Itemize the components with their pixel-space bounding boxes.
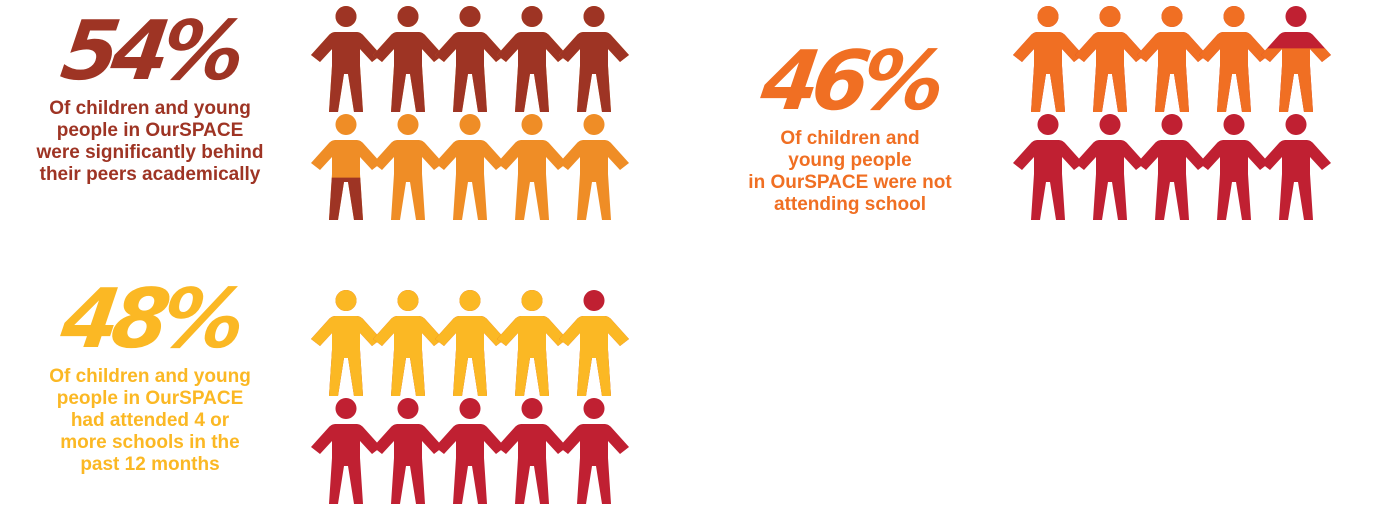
caption-line: people in OurSPACE	[56, 388, 244, 409]
person-icon	[559, 398, 629, 504]
person-icon-fill	[1199, 6, 1269, 112]
person-icon	[1199, 6, 1269, 112]
person-icon	[1075, 114, 1145, 220]
person-icon-fill	[1137, 6, 1207, 112]
caption-line: Of children and	[780, 128, 920, 149]
person-icon-fill	[1261, 48, 1331, 112]
person-icon-base	[497, 114, 567, 220]
caption-line: their peers academically	[39, 164, 261, 185]
person-icon	[373, 398, 443, 504]
person-icon	[1261, 114, 1331, 220]
stat-caption: Of children and young people in OurSPACE…	[0, 366, 300, 476]
person-icon-base	[373, 398, 443, 504]
person-icon-base	[1013, 114, 1083, 220]
person-icon	[435, 114, 505, 220]
person-icon	[497, 290, 567, 396]
person-icon	[1013, 6, 1083, 112]
stat-block-school-attendance: 46% Of children and young people in OurS…	[700, 34, 1000, 216]
stat-block-school-moves: 48% Of children and young people in OurS…	[0, 272, 300, 476]
percent-label: 54%	[55, 4, 245, 99]
person-icon	[559, 6, 629, 112]
person-icon	[311, 6, 381, 112]
caption-line: in OurSPACE were not	[748, 172, 952, 193]
person-icon	[373, 290, 443, 396]
caption-line: attending school	[774, 194, 926, 215]
person-icon-base	[559, 114, 629, 220]
person-icon-base	[311, 398, 381, 504]
person-icon-base	[311, 114, 381, 220]
person-icon	[435, 398, 505, 504]
person-icon	[373, 6, 443, 112]
pictogram-academic	[311, 6, 629, 222]
pictogram-school-moves	[311, 290, 629, 506]
person-icon	[559, 290, 629, 396]
person-icon-base	[1137, 114, 1207, 220]
person-icon	[1199, 114, 1269, 220]
person-icon-fill	[497, 290, 567, 396]
pictogram-school-attendance	[1013, 6, 1331, 222]
person-icon-base	[497, 398, 567, 504]
caption-line: were significantly behind	[36, 142, 264, 163]
person-icon-base	[1075, 114, 1145, 220]
person-icon	[435, 6, 505, 112]
person-icon	[497, 114, 567, 220]
person-icon	[1075, 6, 1145, 112]
person-icon-fill	[329, 177, 363, 220]
person-icon	[497, 6, 567, 112]
person-icon-fill	[373, 290, 443, 396]
person-icon-fill	[559, 6, 629, 112]
percent-label: 46%	[755, 34, 945, 129]
caption-line: people in OurSPACE	[56, 120, 244, 141]
person-icon-base	[1261, 114, 1331, 220]
person-icon	[1137, 114, 1207, 220]
person-icon-fill	[311, 290, 381, 396]
caption-line: past 12 months	[80, 454, 220, 475]
person-icon	[559, 114, 629, 220]
person-icon-fill	[559, 316, 629, 396]
person-icon	[373, 114, 443, 220]
stat-caption: Of children and young people in OurSPACE…	[700, 128, 1000, 216]
person-icon	[1261, 6, 1331, 112]
person-icon-base	[559, 398, 629, 504]
stat-block-academic: 54% Of children and young people in OurS…	[0, 4, 300, 186]
caption-line: had attended 4 or	[70, 410, 230, 431]
person-icon-fill	[1075, 6, 1145, 112]
person-icon-base	[373, 114, 443, 220]
caption-line: young people	[788, 150, 912, 171]
person-icon	[435, 290, 505, 396]
person-icon-fill	[497, 6, 567, 112]
person-icon	[311, 398, 381, 504]
caption-line: Of children and young	[49, 98, 251, 119]
person-icon	[311, 114, 381, 220]
percent-label: 48%	[55, 272, 245, 367]
stat-caption: Of children and young people in OurSPACE…	[0, 98, 300, 186]
caption-line: more schools in the	[60, 432, 240, 453]
person-icon-fill	[1013, 6, 1083, 112]
person-icon-fill	[435, 6, 505, 112]
person-icon	[311, 290, 381, 396]
person-icon-base	[435, 114, 505, 220]
person-icon-fill	[311, 6, 381, 112]
person-icon-base	[1199, 114, 1269, 220]
person-icon	[1013, 114, 1083, 220]
person-icon-fill	[373, 6, 443, 112]
person-icon-base	[435, 398, 505, 504]
caption-line: Of children and young	[49, 366, 251, 387]
person-icon-fill	[435, 290, 505, 396]
person-icon	[1137, 6, 1207, 112]
person-icon	[497, 398, 567, 504]
